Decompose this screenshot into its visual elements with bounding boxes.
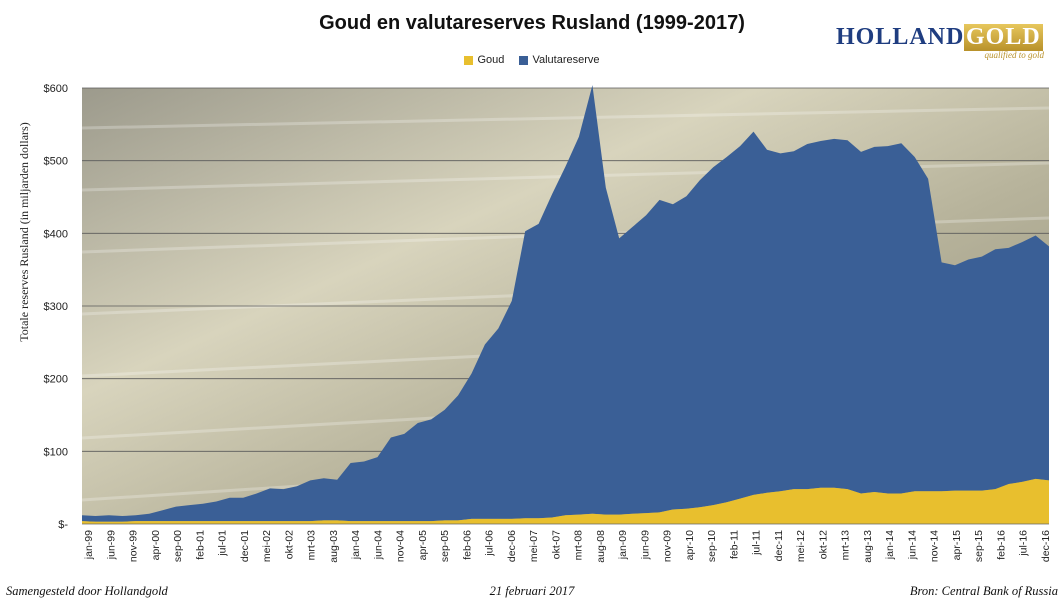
x-tick-label: feb-06 — [461, 530, 473, 560]
area-chart: $- $100 $200 $300 $400 $500 $600 jan-99 jun-99 n… — [17, 83, 1052, 563]
x-tick-label: jul-01 — [217, 530, 229, 557]
x-tick-label: apr-00 — [150, 530, 162, 561]
area-valutareserve — [82, 85, 1049, 522]
x-tick-label: sep-15 — [973, 530, 985, 562]
x-tick-label: mrt-13 — [840, 530, 852, 560]
x-tick-label: sep-00 — [172, 530, 184, 562]
x-tick-label: nov-04 — [395, 530, 407, 562]
area-goud — [82, 478, 1049, 524]
footer-source-bank: Bron: Central Bank of Russia — [909, 584, 1058, 598]
x-tick-label: mrt-08 — [573, 530, 585, 560]
legend-label-valutareserve: Valutareserve — [532, 54, 600, 66]
legend-swatch-valutareserve — [519, 55, 529, 65]
x-tick-label: mei-12 — [795, 530, 807, 562]
y-tick-label: $- — [58, 519, 68, 531]
x-tick-label: jan-04 — [350, 530, 362, 560]
x-tick-label: jan-09 — [617, 530, 629, 560]
x-tick-label: jun-09 — [639, 530, 651, 560]
x-tick-label: dec-06 — [506, 530, 518, 562]
footer-source-compiler: Samengesteld door Hollandgold — [6, 584, 168, 598]
chart-legend: Goud Valutareserve — [0, 54, 1064, 68]
x-tick-label: sep-10 — [706, 530, 718, 562]
x-tick-label: feb-01 — [194, 530, 206, 560]
logo-word-gold: GOLD — [964, 24, 1043, 51]
y-tick-label: $200 — [44, 374, 68, 386]
y-axis-label: Totale reserves Rusland (in miljarden do… — [17, 122, 31, 341]
x-tick-label: jul-06 — [484, 530, 496, 557]
x-tick-label: okt-07 — [550, 530, 562, 559]
logo-tagline: qualified to gold — [984, 50, 1045, 60]
x-tick-label: mrt-03 — [306, 530, 318, 560]
y-tick-label: $600 — [44, 83, 68, 95]
x-tick-label: feb-11 — [728, 530, 740, 559]
legend-item-goud: Goud — [464, 54, 504, 66]
x-tick-label: mei-02 — [261, 530, 273, 562]
x-tick-label: aug-08 — [595, 530, 607, 563]
x-tick-label: jan-14 — [884, 530, 896, 560]
legend-item-valutareserve: Valutareserve — [519, 54, 600, 66]
x-tick-label: mei-07 — [528, 530, 540, 562]
hollandgold-logo: HOLLAND GOLD qualified to gold — [836, 20, 1046, 64]
chart-title: Goud en valutareserves Rusland (1999-201… — [319, 12, 745, 34]
x-tick-label: nov-09 — [662, 530, 674, 562]
x-tick-label: nov-14 — [929, 530, 941, 562]
x-tick-label: apr-05 — [417, 530, 429, 561]
y-tick-label: $500 — [44, 156, 68, 168]
x-tick-label: dec-16 — [1040, 530, 1052, 562]
x-axis: jan-99 jun-99 nov-99 apr-00 sep-00 feb-01 jul-… — [82, 523, 1052, 563]
x-tick-label: apr-15 — [951, 530, 963, 561]
x-tick-label: jan-99 — [83, 530, 95, 560]
y-tick-label: $300 — [44, 301, 68, 313]
legend-swatch-goud — [464, 55, 474, 65]
legend-label-goud: Goud — [477, 54, 505, 66]
x-tick-label: dec-11 — [773, 530, 785, 561]
x-tick-label: jul-11 — [751, 530, 763, 556]
x-tick-label: jun-99 — [105, 530, 117, 560]
x-tick-label: dec-01 — [239, 530, 251, 562]
x-tick-label: okt-02 — [283, 530, 295, 559]
x-tick-label: nov-99 — [128, 530, 140, 562]
x-tick-label: sep-05 — [439, 530, 451, 562]
x-tick-label: jun-04 — [372, 530, 384, 560]
y-tick-label: $100 — [44, 446, 68, 458]
background-bar-highlight — [81, 106, 1050, 130]
y-axis: $- $100 $200 $300 $400 $500 $600 — [44, 83, 69, 531]
x-tick-label: jun-14 — [907, 530, 919, 560]
x-tick-label: jul-16 — [1018, 530, 1030, 557]
x-tick-label: aug-03 — [328, 530, 340, 563]
x-tick-label: apr-10 — [684, 530, 696, 561]
stacked-areas — [82, 85, 1049, 524]
x-tick-label: aug-13 — [862, 530, 874, 563]
x-tick-label: okt-12 — [817, 530, 829, 559]
logo-word-holland: HOLLAND — [836, 24, 965, 50]
x-tick-label: feb-16 — [996, 530, 1008, 560]
y-tick-label: $400 — [44, 228, 68, 240]
